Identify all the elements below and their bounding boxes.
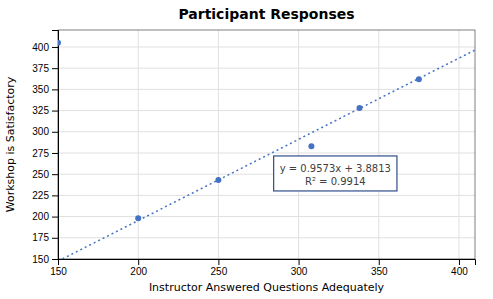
y-tick-label: 175: [32, 232, 49, 243]
plot: 150 200 250 300 350 400 150 175 200 225 250 275 300 3…: [32, 30, 475, 277]
grid-line: [58, 237, 475, 238]
grid-line: [218, 30, 219, 259]
x-tick-label: 250: [211, 266, 228, 277]
x-tick: 300: [291, 259, 308, 277]
plot-frame: [58, 30, 475, 259]
x-tick-mark: [218, 259, 219, 265]
point: [58, 40, 61, 46]
y-tick-label: 225: [32, 190, 49, 201]
grid-line: [58, 89, 475, 90]
title: Participant Responses: [178, 6, 354, 22]
grid-line: [58, 152, 475, 153]
grid-line: [58, 174, 475, 175]
y-tick-label: 300: [32, 126, 49, 137]
x-axis-line: [59, 260, 476, 266]
y-tick-mark: [52, 68, 58, 69]
annotation-text: y = 0.9573x + 3.8813: [280, 163, 391, 174]
grid: [58, 30, 475, 259]
marks: [58, 40, 475, 259]
x-tick-mark: [138, 259, 139, 265]
trendline: [58, 50, 475, 259]
x-tick: 350: [371, 259, 388, 277]
y-tick-label: 350: [32, 84, 49, 95]
grid-line: [58, 68, 475, 69]
y-tick-mark: [52, 174, 58, 175]
x-tick-label: 200: [130, 266, 147, 277]
grid-line: [58, 131, 475, 132]
point: [135, 215, 141, 221]
y-axis: 150 175 200 225 250 275 300 325 350 375 400: [32, 31, 58, 265]
y-tick-mark: [52, 238, 58, 239]
y-tick: 400: [32, 42, 58, 53]
grid-line: [138, 30, 139, 259]
x-axis: 150 200 250 300 350 400: [50, 259, 475, 277]
y-tick-mark: [52, 217, 58, 218]
y-tick: 325: [32, 105, 58, 116]
point: [416, 76, 422, 82]
x-tick: 150: [50, 259, 67, 277]
y-tick-label: 200: [32, 211, 49, 222]
x-tick-label: 350: [371, 266, 388, 277]
y-tick: 275: [32, 148, 58, 159]
y-tick-label: 275: [32, 148, 49, 159]
y-tick: 225: [32, 190, 58, 201]
x-tick-label: 150: [50, 266, 67, 277]
y-axis-line: [52, 31, 59, 260]
y-tick: 200: [32, 211, 58, 222]
y-tick-mark: [52, 47, 58, 48]
y-tick: 150: [32, 254, 58, 265]
y-tick: 175: [32, 232, 58, 243]
x-tick-label: 400: [451, 266, 468, 277]
y-tick: 375: [32, 63, 58, 74]
x-tick: 400: [451, 259, 468, 277]
y-axis-title: Workshop is Satisfactory: [4, 76, 17, 212]
grid-line: [298, 30, 299, 259]
x-tick: 200: [130, 259, 147, 277]
y-tick-mark: [52, 195, 58, 196]
y-tick-mark: [52, 89, 58, 90]
point: [357, 105, 363, 111]
x-tick-mark: [459, 259, 460, 265]
grid-line: [458, 30, 459, 259]
grid-line: [58, 46, 475, 47]
grid-line: [58, 216, 475, 217]
y-tick-mark: [52, 259, 58, 260]
y-tick-label: 375: [32, 63, 49, 74]
y-tick-mark: [52, 111, 58, 112]
y-tick-label: 325: [32, 105, 49, 116]
annotation: y = 0.9573x + 3.8813 R² = 0.9914: [274, 156, 397, 191]
point: [215, 177, 221, 183]
y-tick-label: 400: [32, 42, 49, 53]
y-tick: 250: [32, 169, 58, 180]
x-tick-mark: [379, 259, 380, 265]
grid-line: [58, 195, 475, 196]
y-tick-mark: [52, 153, 58, 154]
point: [308, 143, 314, 149]
y-tick-mark: [52, 132, 58, 133]
grid-line: [58, 110, 475, 111]
x-tick: 250: [211, 259, 228, 277]
grid-line: [378, 30, 379, 259]
annotation-box: [274, 156, 397, 191]
x-tick-mark: [299, 259, 300, 265]
chart: 150 200 250 300 350 400 150 175 200 225 250 275 300 3…: [0, 0, 493, 299]
y-tick-label: 250: [32, 169, 49, 180]
y-tick: 300: [32, 126, 58, 137]
y-tick: 350: [32, 84, 58, 95]
y-tick-label: 150: [32, 254, 49, 265]
x-tick-label: 300: [291, 266, 308, 277]
annotation-text: R² = 0.9914: [305, 176, 366, 187]
x-axis-title: Instructor Answered Questions Adequately: [149, 281, 385, 294]
